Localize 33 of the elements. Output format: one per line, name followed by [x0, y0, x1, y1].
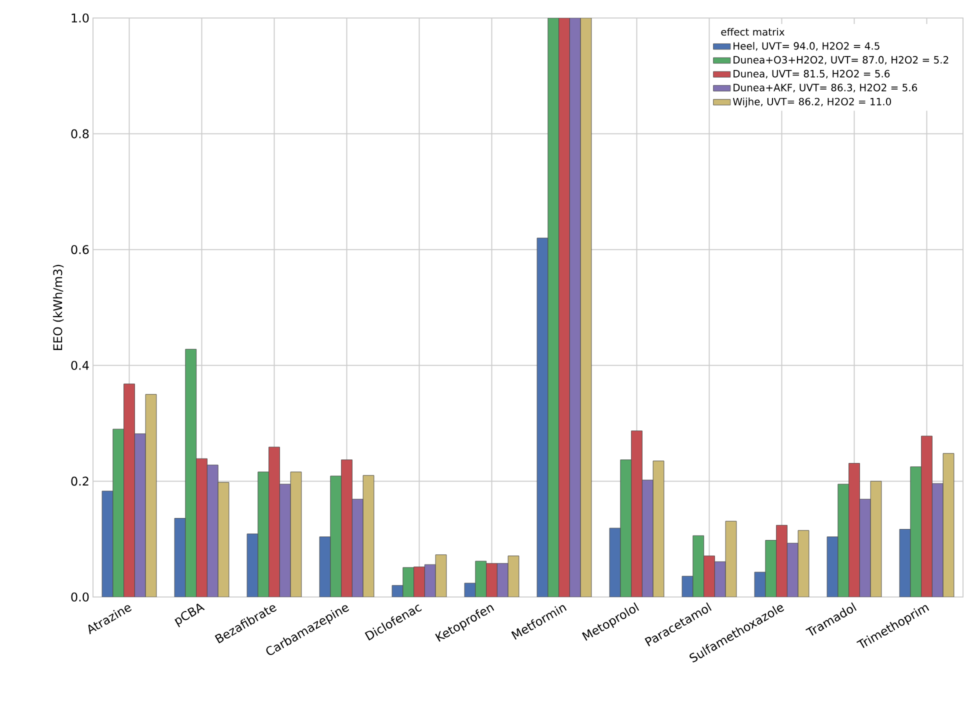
legend-label: Wijhe, UVT= 86.2, H2O2 = 11.0 [732, 98, 892, 108]
y-tick-label: 1.0 [72, 13, 89, 23]
bar [725, 520, 737, 597]
y-tick-label: 0.4 [71, 360, 89, 370]
bar [145, 394, 157, 597]
bar [899, 529, 911, 597]
legend-label: Dunea, UVT= 81.5, H2O2 = 5.6 [734, 70, 890, 78]
legend-label: Dunea+AKF, UVT= 86.3, H2O2 = 5.6 [734, 84, 918, 92]
bar [580, 18, 592, 597]
bar [870, 480, 882, 597]
bar [942, 453, 954, 597]
bar [536, 238, 548, 597]
bar [435, 554, 447, 597]
legend-label: Dunea+O3+H2O2, UVT= 87.0, H2O2 = 5.2 [734, 56, 948, 65]
bar [218, 482, 230, 597]
y-tick-label: 0.2 [71, 476, 88, 486]
bar [319, 536, 331, 597]
bar [362, 475, 374, 597]
bar [609, 528, 621, 597]
y-tick-label: 0.0 [71, 592, 89, 602]
bar [652, 460, 664, 597]
bar [798, 530, 810, 597]
bar [102, 490, 114, 597]
bar [290, 472, 302, 597]
y-axis-title: EEO (kWh/m3) [52, 264, 64, 350]
bar [826, 536, 838, 597]
bar [246, 534, 258, 597]
legend-title: effect matrix [721, 28, 784, 36]
legend-label: Heel, UVT= 94.0, H2O2 = 4.5 [734, 42, 880, 51]
bar [508, 556, 520, 597]
bar [174, 518, 186, 597]
y-tick-label: 0.6 [71, 245, 89, 254]
y-tick-label: 0.8 [71, 129, 89, 138]
